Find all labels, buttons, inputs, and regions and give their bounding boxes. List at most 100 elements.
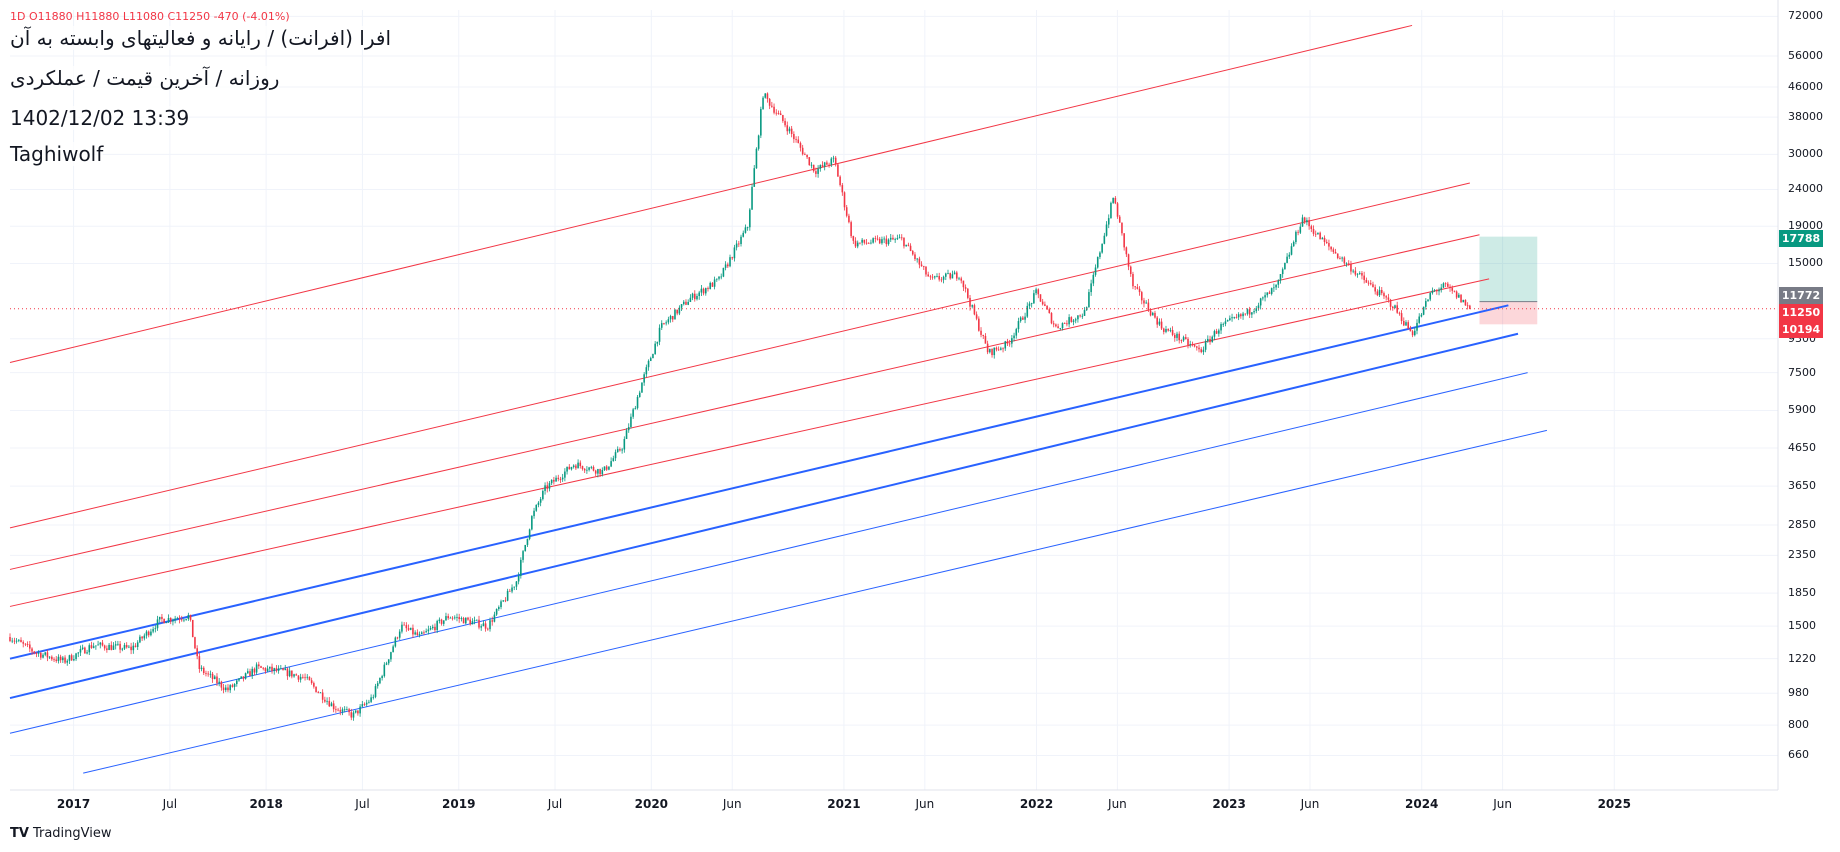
- target-price-badge: 17788: [1779, 230, 1823, 247]
- candle-body: [826, 162, 828, 165]
- trend-channel-lines[interactable]: [9, 24, 1548, 774]
- candle-body: [1094, 267, 1097, 275]
- candle-body: [1356, 273, 1359, 275]
- candle-body: [1022, 317, 1024, 320]
- candle-body: [18, 639, 20, 641]
- candle-body: [1107, 218, 1110, 225]
- candle-body: [698, 292, 700, 296]
- candle-body: [304, 677, 306, 679]
- channel-line: [9, 24, 1413, 363]
- candle-body: [37, 653, 40, 654]
- candle-body: [1171, 330, 1174, 335]
- candle-body: [1383, 293, 1385, 297]
- candle-body: [671, 316, 674, 320]
- price-tick-label: 3650: [1788, 479, 1816, 493]
- candle-body: [44, 652, 47, 655]
- candle-body: [594, 470, 597, 474]
- candle-body: [929, 276, 932, 278]
- candle-body: [764, 93, 767, 98]
- candle-body: [359, 706, 361, 714]
- candle-body: [1000, 348, 1002, 350]
- candle-body: [711, 282, 714, 287]
- candle-body: [266, 668, 269, 672]
- candle-body: [1301, 217, 1304, 227]
- candle-body: [1048, 309, 1051, 314]
- candle-body: [993, 347, 996, 356]
- candle-body: [823, 162, 826, 167]
- candle-body: [927, 274, 929, 277]
- candle-body: [66, 660, 69, 663]
- tv-logo-icon: TV: [10, 826, 29, 841]
- time-tick-label: 2019: [442, 797, 476, 811]
- candle-body: [365, 702, 368, 705]
- candle-body: [183, 619, 185, 621]
- candle-body: [174, 618, 176, 621]
- candle-body: [275, 668, 278, 671]
- candle-body: [667, 319, 670, 323]
- candle-body: [854, 240, 857, 247]
- candle-body: [99, 642, 102, 645]
- candle-body: [762, 97, 764, 110]
- candle-body: [1284, 262, 1286, 270]
- candle-body: [1129, 266, 1132, 274]
- candle-body: [680, 304, 683, 308]
- candle-body: [616, 449, 619, 453]
- candle-body: [42, 654, 44, 658]
- candle-body: [619, 449, 621, 451]
- candle-body: [669, 316, 672, 320]
- tradingview-logo[interactable]: TV TradingView: [10, 826, 111, 841]
- candle-body: [1407, 322, 1409, 329]
- candle-body: [1303, 217, 1306, 223]
- candle-body: [33, 651, 36, 654]
- candle-body: [1416, 322, 1418, 331]
- candle-body: [1125, 247, 1128, 255]
- candle-body: [136, 642, 139, 647]
- candle-body: [112, 645, 115, 650]
- candle-body: [273, 668, 276, 671]
- candle-body: [700, 288, 703, 293]
- price-tick-label: 46000: [1788, 79, 1823, 93]
- candle-body: [975, 314, 978, 319]
- candle-body: [881, 239, 883, 244]
- candle-body: [412, 627, 414, 635]
- candle-body: [1158, 321, 1161, 325]
- candle-body: [31, 648, 33, 652]
- candle-body: [566, 466, 568, 472]
- time-tick-label: Jun: [915, 797, 935, 811]
- candle-body: [603, 466, 606, 470]
- channel-line: [9, 234, 1480, 570]
- candle-body: [995, 347, 998, 350]
- candle-body: [914, 254, 916, 260]
- time-tick-label: 2017: [56, 797, 91, 811]
- candle-body: [553, 479, 555, 482]
- candle-body: [1387, 297, 1390, 300]
- candle-body: [1059, 328, 1062, 329]
- candle-body: [407, 628, 410, 630]
- candle-body: [220, 681, 223, 688]
- candle-body: [542, 490, 544, 500]
- candle-body: [1314, 233, 1317, 235]
- candle-body: [1176, 333, 1178, 338]
- candle-body: [1402, 320, 1405, 326]
- candle-body: [753, 168, 756, 187]
- candle-body: [555, 477, 557, 482]
- candle-body: [295, 674, 298, 676]
- candle-body: [498, 607, 500, 610]
- price-candles: [9, 92, 1471, 721]
- candle-body: [1466, 305, 1469, 307]
- candle-body: [850, 222, 852, 237]
- candle-body: [1321, 237, 1324, 240]
- candle-body: [751, 186, 753, 210]
- time-tick-label: 2023: [1212, 797, 1246, 811]
- candle-body: [1253, 311, 1255, 313]
- candle-body: [1072, 320, 1075, 322]
- candle-body: [986, 343, 989, 353]
- candle-body: [1138, 288, 1141, 293]
- candle-body: [1134, 286, 1136, 288]
- candle-body: [713, 279, 716, 287]
- candle-body: [368, 701, 370, 703]
- long-position-tool[interactable]: [1479, 236, 1538, 325]
- candle-body: [354, 710, 357, 713]
- candle-body: [383, 664, 386, 677]
